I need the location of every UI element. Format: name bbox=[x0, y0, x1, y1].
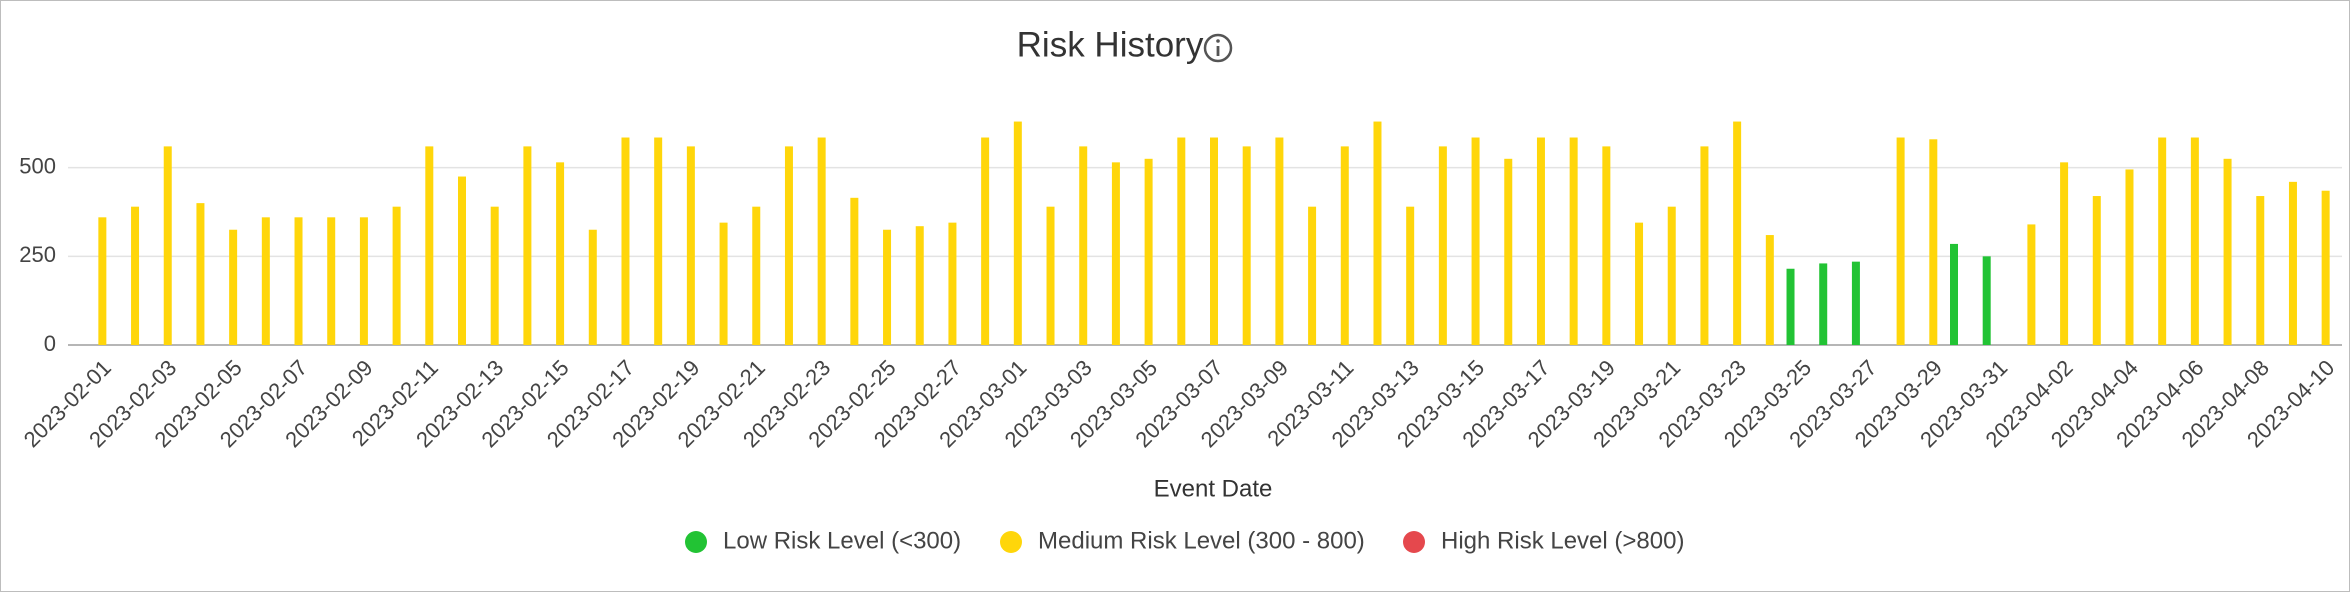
bar bbox=[1536, 137, 1545, 345]
legend-item: High Risk Level (>800) bbox=[1403, 527, 1684, 554]
bar bbox=[1013, 121, 1022, 345]
bar bbox=[1046, 206, 1055, 345]
bar bbox=[2256, 196, 2265, 345]
bar bbox=[1765, 235, 1774, 345]
bar bbox=[686, 146, 695, 345]
bar bbox=[1111, 162, 1120, 345]
bar bbox=[915, 226, 924, 345]
bar bbox=[261, 217, 270, 345]
bar bbox=[817, 137, 826, 345]
bar bbox=[1733, 121, 1742, 345]
bar bbox=[588, 229, 597, 345]
bar bbox=[1667, 206, 1676, 345]
bar bbox=[556, 162, 565, 345]
bar bbox=[1275, 137, 1284, 345]
bar bbox=[1471, 137, 1480, 345]
legend-swatch bbox=[1000, 531, 1022, 553]
bar bbox=[294, 217, 303, 345]
bar bbox=[1308, 206, 1317, 345]
bar bbox=[1602, 146, 1611, 345]
bar bbox=[229, 229, 238, 345]
bar bbox=[1851, 261, 1860, 345]
bar bbox=[196, 203, 205, 345]
bar bbox=[1242, 146, 1251, 345]
bar bbox=[1177, 137, 1186, 345]
bar bbox=[2288, 181, 2297, 345]
bar bbox=[1982, 256, 1991, 345]
bar bbox=[1210, 137, 1218, 345]
bar bbox=[490, 206, 499, 345]
bar bbox=[1929, 139, 1938, 345]
bar bbox=[752, 206, 761, 345]
legend-item: Medium Risk Level (300 - 800) bbox=[1000, 527, 1365, 554]
bar bbox=[948, 222, 957, 345]
legend-item: Low Risk Level (<300) bbox=[685, 527, 961, 554]
bar bbox=[523, 146, 532, 345]
bar bbox=[2027, 224, 2036, 345]
y-tick-label: 0 bbox=[44, 331, 56, 356]
x-axis-title: Event Date bbox=[1154, 475, 1273, 502]
bar bbox=[163, 146, 172, 345]
info-dot[interactable] bbox=[1216, 39, 1220, 43]
bar bbox=[850, 197, 859, 345]
legend-label: Medium Risk Level (300 - 800) bbox=[1038, 527, 1365, 554]
info-icon[interactable] bbox=[1203, 33, 1233, 63]
bar bbox=[392, 206, 401, 345]
legend-label: High Risk Level (>800) bbox=[1441, 527, 1684, 554]
bar bbox=[2092, 196, 2101, 345]
chart-title: Risk History bbox=[1017, 25, 1204, 64]
bar bbox=[981, 137, 990, 345]
y-tick-label: 500 bbox=[19, 153, 56, 178]
bar bbox=[1373, 121, 1382, 345]
bar bbox=[131, 206, 140, 345]
bar bbox=[359, 217, 368, 345]
bar bbox=[2158, 137, 2167, 345]
legend-swatch bbox=[1403, 531, 1425, 553]
bar bbox=[98, 217, 107, 345]
bar bbox=[2321, 190, 2330, 345]
bar bbox=[2060, 162, 2069, 345]
bar bbox=[1635, 222, 1644, 345]
legend-swatch bbox=[685, 531, 707, 553]
bar bbox=[1079, 146, 1088, 345]
bar bbox=[2223, 158, 2232, 345]
bar bbox=[1504, 158, 1513, 345]
bar bbox=[883, 229, 892, 345]
bar bbox=[425, 146, 434, 345]
bar bbox=[654, 137, 663, 345]
bar bbox=[1406, 206, 1415, 345]
bar bbox=[1340, 146, 1349, 345]
bar bbox=[1950, 243, 1958, 345]
info-circle[interactable] bbox=[1203, 33, 1233, 63]
bar bbox=[327, 217, 336, 345]
bar bbox=[784, 146, 793, 345]
bar bbox=[1700, 146, 1709, 345]
bar bbox=[1438, 146, 1447, 345]
legend-label: Low Risk Level (<300) bbox=[723, 527, 961, 554]
bar bbox=[2190, 137, 2199, 345]
bar bbox=[1786, 268, 1795, 345]
bar bbox=[1819, 263, 1828, 345]
bar bbox=[719, 222, 728, 345]
y-tick-label: 250 bbox=[19, 242, 56, 267]
bar bbox=[1896, 137, 1905, 345]
bar bbox=[621, 137, 630, 345]
bar bbox=[2125, 169, 2134, 345]
bar bbox=[1569, 137, 1578, 345]
bar bbox=[458, 176, 466, 345]
bar bbox=[1144, 158, 1153, 345]
